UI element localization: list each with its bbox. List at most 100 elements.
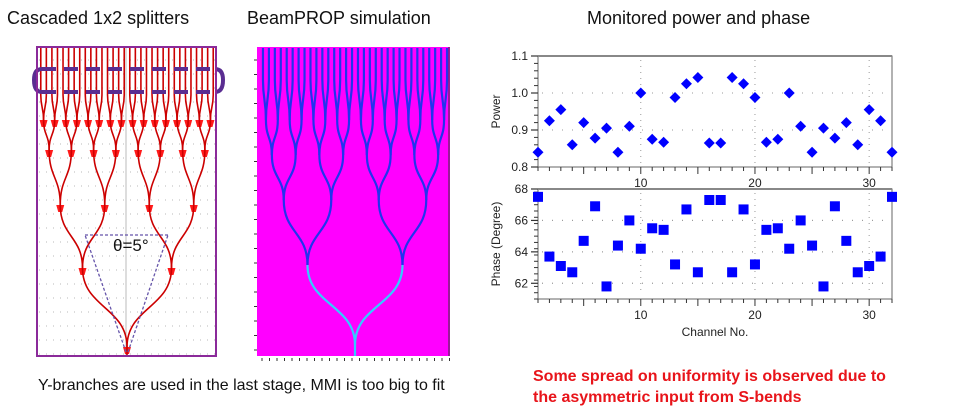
x-tick-label: 10 bbox=[634, 308, 648, 322]
waveguide-bend bbox=[81, 267, 128, 348]
waveguide-bend bbox=[76, 94, 81, 121]
x-tick-label: 20 bbox=[748, 176, 762, 190]
waveguide-bend bbox=[270, 119, 279, 156]
angle-left-ray bbox=[84, 234, 127, 353]
waveguide-bend bbox=[264, 79, 271, 121]
data-point bbox=[612, 240, 623, 251]
data-point bbox=[647, 223, 658, 234]
data-point bbox=[544, 251, 555, 262]
waveguide-bend bbox=[198, 119, 206, 151]
waveguide-bend bbox=[59, 204, 84, 269]
data-point bbox=[783, 87, 795, 99]
data-point bbox=[589, 132, 601, 144]
y-tick-label: 1.1 bbox=[511, 49, 528, 63]
waveguide-bend bbox=[342, 119, 351, 156]
data-point bbox=[817, 122, 829, 134]
phase-chart: 62 64 66 68 10 20 30 Phase (Degree) Channel No. bbox=[489, 182, 897, 339]
waveguide-bend bbox=[353, 264, 404, 346]
data-point bbox=[601, 122, 613, 134]
waveguide-bend bbox=[126, 267, 173, 348]
data-point bbox=[784, 243, 795, 254]
waveguide-bend bbox=[65, 119, 73, 151]
waveguide-bend bbox=[437, 119, 446, 156]
data-point bbox=[532, 146, 544, 158]
waveguide-bend bbox=[154, 119, 162, 151]
angle-right-ray bbox=[127, 234, 169, 353]
data-point bbox=[875, 251, 886, 262]
data-point bbox=[578, 235, 589, 246]
data-point bbox=[715, 137, 727, 149]
y-tick-label: 0.8 bbox=[511, 160, 528, 174]
diagram-frame bbox=[36, 46, 217, 357]
data-point bbox=[670, 259, 681, 270]
waveguide-bend bbox=[377, 154, 392, 201]
splitter-tree-diagram: θ=5° bbox=[31, 46, 226, 357]
data-point bbox=[852, 139, 864, 151]
data-point bbox=[829, 201, 840, 212]
data-point bbox=[863, 104, 875, 116]
waveguide-bend bbox=[131, 119, 139, 151]
waveguide-bend bbox=[318, 119, 327, 156]
waveguide-bend bbox=[159, 119, 167, 151]
waveguide-bend bbox=[115, 119, 123, 151]
data-point bbox=[601, 281, 612, 292]
waveguide-bend bbox=[81, 204, 106, 269]
waveguide-bend bbox=[148, 204, 173, 269]
data-point bbox=[658, 224, 669, 235]
data-point bbox=[772, 133, 784, 145]
data-point bbox=[578, 117, 590, 129]
waveguide-bend bbox=[306, 264, 357, 346]
note-line-1: Some spread on uniformity is observed du… bbox=[533, 368, 886, 385]
data-point bbox=[818, 281, 829, 292]
diagram-grid bbox=[39, 47, 215, 356]
angle-annotation bbox=[84, 234, 169, 353]
y-axis-label: Power bbox=[489, 94, 503, 128]
data-point bbox=[635, 87, 647, 99]
data-point bbox=[841, 235, 852, 246]
waveguide-bend bbox=[120, 94, 126, 121]
waveguide-bend bbox=[377, 199, 404, 266]
beamprop-simulation bbox=[254, 47, 450, 361]
data-point bbox=[703, 137, 715, 149]
simulated-waveguides bbox=[261, 48, 449, 356]
simulation-title: BeamPROP simulation bbox=[247, 8, 431, 28]
splitters-title: Cascaded 1x2 splitters bbox=[7, 8, 190, 28]
waveguide-bend bbox=[282, 154, 297, 201]
waveguide-bend bbox=[53, 94, 59, 121]
waveguide-bend bbox=[176, 94, 181, 121]
simulation-field bbox=[257, 47, 450, 356]
waveguide-bend bbox=[87, 94, 92, 121]
waveguide-bend bbox=[407, 79, 413, 121]
data-point bbox=[635, 243, 646, 254]
data-point bbox=[749, 259, 760, 270]
waveguide-bend bbox=[389, 119, 398, 156]
highlight-right-cap bbox=[214, 67, 226, 94]
waveguide-bend bbox=[198, 94, 203, 121]
waveguide-bend bbox=[142, 94, 148, 121]
y-tick-label: 64 bbox=[515, 245, 529, 259]
waveguide-bend bbox=[294, 119, 303, 156]
waveguide-bend bbox=[109, 119, 117, 151]
sim-ticks bbox=[254, 59, 450, 361]
x-tick-label: 10 bbox=[634, 176, 648, 190]
y-tick-label: 62 bbox=[515, 276, 529, 290]
data-point bbox=[727, 267, 738, 278]
waveguide-bend bbox=[306, 199, 333, 266]
y-tick-label: 1.0 bbox=[511, 86, 528, 100]
waveguide-bend bbox=[137, 149, 151, 206]
data-point bbox=[680, 78, 692, 90]
power-chart: 0.8 0.9 1.0 1.1 10 20 30 Power bbox=[489, 49, 898, 190]
waveguide-bend bbox=[288, 79, 294, 121]
uniformity-note: Some spread on uniformity is observed du… bbox=[533, 366, 886, 408]
waveguide-bend bbox=[312, 79, 318, 121]
waveguide-bend bbox=[324, 79, 330, 121]
waveguide-bend bbox=[181, 119, 189, 151]
waveguide-bend bbox=[431, 79, 437, 121]
data-point bbox=[715, 195, 726, 205]
data-point bbox=[749, 91, 761, 103]
data-point bbox=[624, 215, 635, 226]
waveguide-bend bbox=[276, 79, 282, 121]
data-point bbox=[566, 139, 578, 151]
data-point bbox=[829, 132, 841, 144]
waveguide-bend bbox=[371, 79, 377, 121]
